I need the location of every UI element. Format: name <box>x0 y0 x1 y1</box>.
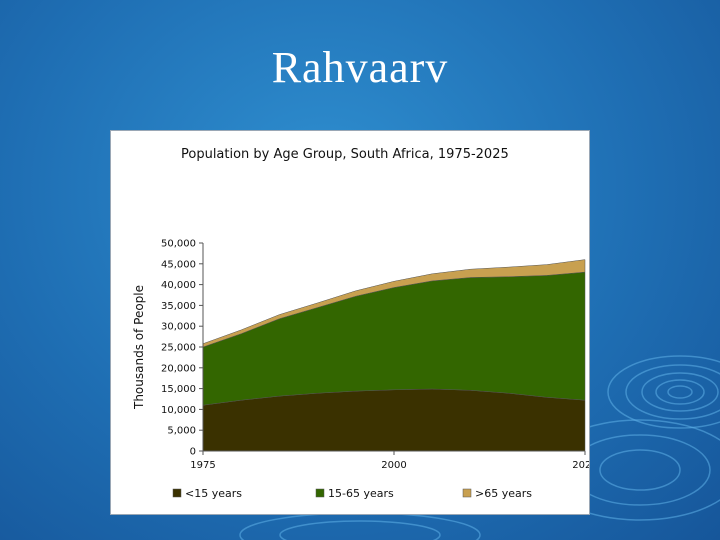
legend: <15 years 15-65 years >65 years <box>172 487 532 500</box>
y-tick-label: 25,000 <box>161 343 196 354</box>
legend-swatch <box>172 488 182 498</box>
y-tick-label: 40,000 <box>161 280 196 291</box>
slide-title: Rahvaarv <box>271 43 449 92</box>
y-tick-label: 35,000 <box>161 301 196 312</box>
y-tick-label: 20,000 <box>161 363 196 374</box>
legend-label: >65 years <box>475 487 532 500</box>
y-tick-label: 50,000 <box>161 239 196 250</box>
y-tick-label: 45,000 <box>161 259 196 270</box>
legend-label: <15 years <box>185 487 242 500</box>
chart-title: Population by Age Group, South Africa, 1… <box>181 147 509 162</box>
legend-swatch <box>462 488 472 498</box>
series-area-2 <box>202 259 586 348</box>
chart-panel: Population by Age Group, South Africa, 1… <box>110 130 590 515</box>
y-tick-label: 30,000 <box>161 322 196 333</box>
x-tick-label: 2025 <box>572 460 589 471</box>
plot-area: 0 5,000 10,000 15,000 20,000 25,000 30,000 35,0… <box>161 239 589 472</box>
area-chart: Population by Age Group, South Africa, 1… <box>132 147 589 500</box>
y-tick-label: 15,000 <box>161 384 196 395</box>
x-tick-label: 2000 <box>381 460 406 471</box>
legend-label: 15-65 years <box>328 487 394 500</box>
y-axis-label: Thousands of People <box>132 285 146 410</box>
legend-swatch <box>315 488 325 498</box>
y-tick-label: 0 <box>190 447 196 458</box>
y-tick-label: 10,000 <box>161 405 196 416</box>
x-tick-label: 1975 <box>190 460 215 471</box>
y-tick-label: 5,000 <box>167 426 196 437</box>
series-area-1 <box>202 271 586 406</box>
